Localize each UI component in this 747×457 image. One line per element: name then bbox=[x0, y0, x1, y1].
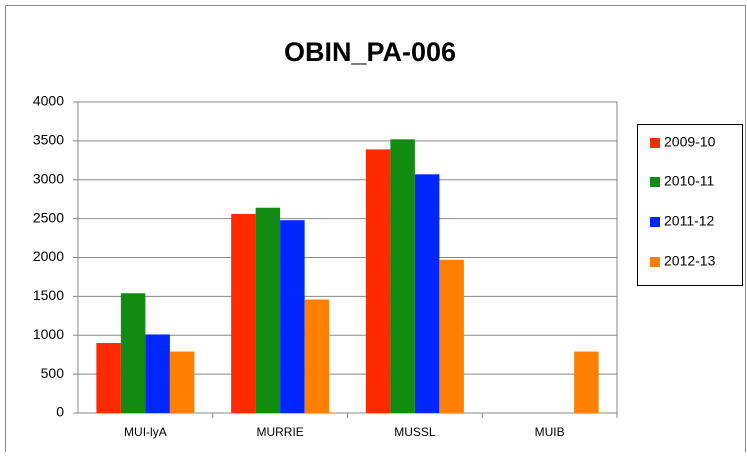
bar bbox=[304, 299, 330, 413]
bar bbox=[414, 174, 440, 413]
legend-label: 2009-10 bbox=[664, 134, 716, 150]
bar bbox=[390, 139, 415, 413]
y-tick-label: 4000 bbox=[33, 93, 64, 109]
bar bbox=[169, 351, 195, 413]
y-tick-label: 1000 bbox=[33, 326, 64, 342]
y-tick-label: 3500 bbox=[33, 132, 64, 148]
bar bbox=[231, 213, 256, 413]
bar bbox=[145, 334, 170, 413]
y-tick-label: 0 bbox=[56, 404, 64, 420]
bar bbox=[96, 343, 121, 413]
legend-swatch bbox=[650, 138, 660, 148]
y-tick-label: 1500 bbox=[33, 287, 64, 303]
y-tick-label: 500 bbox=[41, 365, 65, 381]
x-tick-label: MUI-lyA bbox=[124, 425, 167, 439]
legend-swatch bbox=[650, 177, 660, 187]
x-tick-label: MUIB bbox=[535, 425, 565, 439]
chart-title: OBIN_PA-006 bbox=[284, 37, 456, 67]
bar bbox=[439, 259, 464, 413]
y-tick-label: 2000 bbox=[33, 248, 64, 264]
legend-label: 2012-13 bbox=[664, 253, 716, 269]
bar bbox=[120, 293, 146, 413]
y-tick-label: 2500 bbox=[33, 209, 64, 225]
legend-swatch bbox=[650, 217, 660, 227]
bar bbox=[365, 149, 391, 414]
bar bbox=[255, 207, 281, 413]
x-tick-label: MURRIE bbox=[256, 425, 303, 439]
legend-box bbox=[637, 124, 743, 286]
y-tick-label: 3000 bbox=[33, 170, 64, 186]
legend-label: 2010-11 bbox=[664, 173, 715, 189]
legend-label: 2011-12 bbox=[664, 213, 715, 229]
x-tick-label: MUSSL bbox=[394, 425, 436, 439]
bar bbox=[574, 351, 599, 413]
legend-swatch bbox=[650, 257, 660, 267]
bar bbox=[280, 220, 305, 413]
